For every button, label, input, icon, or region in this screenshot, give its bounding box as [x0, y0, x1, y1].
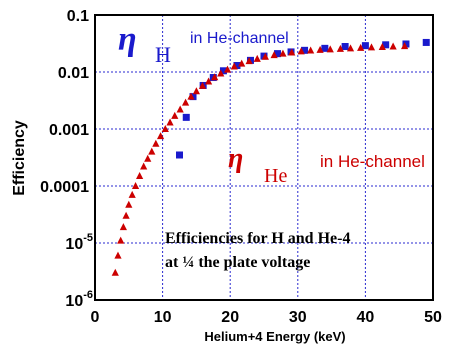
- data-point-square: [301, 46, 309, 54]
- x-tick-label: 30: [289, 309, 307, 326]
- data-point-triangle: [270, 51, 278, 59]
- data-point-triangle: [204, 77, 213, 85]
- data-point-triangle: [346, 44, 355, 52]
- y-tick-label: 10-6: [65, 289, 93, 310]
- data-point-triangle: [367, 43, 376, 51]
- data-point-triangle: [171, 111, 179, 119]
- data-point-square: [402, 40, 410, 48]
- x-tick-label: 40: [357, 309, 375, 326]
- data-point-square: [233, 62, 241, 70]
- x-tick-label: 20: [221, 309, 239, 326]
- eta-h-symbol: η: [118, 21, 137, 58]
- data-point-triangle: [238, 59, 246, 67]
- data-point-triangle: [119, 223, 127, 231]
- data-point-triangle: [192, 87, 200, 95]
- data-point-triangle: [357, 43, 365, 51]
- data-point-square: [382, 41, 390, 49]
- data-point-triangle: [223, 65, 232, 73]
- data-point-square: [341, 43, 349, 51]
- data-point-triangle: [140, 162, 148, 170]
- data-point-triangle: [152, 139, 160, 147]
- data-point-triangle: [128, 190, 136, 198]
- data-point-square: [361, 42, 369, 50]
- eta-h-label: in He-channel: [190, 30, 289, 47]
- data-point-triangle: [211, 73, 219, 81]
- data-point-triangle: [389, 42, 397, 50]
- data-point-triangle: [144, 154, 152, 162]
- data-point-triangle: [131, 182, 140, 189]
- x-tick-label: 0: [91, 309, 100, 326]
- data-point-triangle: [288, 48, 296, 56]
- data-point-triangle: [161, 125, 169, 132]
- data-point-triangle: [148, 147, 156, 155]
- x-tick-labels: 0 10 20 30 40 50: [91, 309, 442, 326]
- grid-lines: [95, 15, 433, 300]
- data-point-triangle: [326, 45, 334, 53]
- data-point-triangle: [253, 54, 261, 62]
- data-point-triangle: [217, 69, 225, 77]
- y-tick-label: 0.001: [49, 122, 89, 139]
- eta-he-label: in He-channel: [320, 152, 425, 171]
- y-tick-label: 0.0001: [40, 179, 89, 196]
- data-point-triangle: [166, 118, 174, 126]
- plot-frame: [94, 14, 434, 301]
- data-markers: [111, 38, 430, 276]
- data-point-square: [321, 44, 329, 52]
- data-point-triangle: [316, 45, 324, 53]
- y-tick-label: 0.01: [58, 65, 89, 82]
- data-point-square: [422, 38, 430, 46]
- data-point-triangle: [181, 98, 190, 106]
- data-point-triangle: [279, 49, 287, 57]
- data-point-triangle: [261, 52, 269, 60]
- y-axis-title: Efficiency: [11, 120, 28, 196]
- eta-h-subscript: H: [155, 42, 171, 67]
- eta-he-subscript: He: [264, 165, 287, 187]
- data-point-triangle: [187, 92, 195, 100]
- data-point-triangle: [401, 42, 409, 50]
- data-point-triangle: [136, 171, 144, 179]
- eta-he-symbol: η: [228, 143, 243, 174]
- data-point-square: [182, 113, 190, 121]
- x-axis-title: Helium+4 Energy (keV): [204, 329, 345, 344]
- chart-caption-line-1: Efficiencies for H and He-4: [165, 230, 350, 247]
- y-tick-label: 0.1: [67, 8, 89, 25]
- data-point-triangle: [297, 47, 305, 55]
- x-tick-label: 50: [424, 309, 442, 326]
- data-point-square: [176, 151, 183, 159]
- data-point-triangle: [111, 268, 119, 276]
- data-point-triangle: [378, 42, 386, 50]
- x-tick-label: 10: [154, 309, 172, 326]
- data-point-triangle: [117, 236, 125, 244]
- data-point-triangle: [125, 200, 133, 208]
- data-point-triangle: [245, 57, 253, 65]
- data-point-triangle: [176, 105, 184, 113]
- data-point-square: [274, 50, 282, 58]
- y-tick-labels: 0.1 0.01 0.001 0.0001 10-5 10-6: [40, 8, 93, 310]
- data-point-triangle: [336, 44, 344, 52]
- chart-caption-line-2: at ¼ the plate voltage: [165, 254, 310, 271]
- data-point-square: [219, 67, 227, 75]
- data-point-triangle: [307, 46, 315, 54]
- data-point-triangle: [198, 81, 207, 89]
- data-point-triangle: [122, 211, 130, 219]
- data-point-triangle: [156, 132, 165, 140]
- y-tick-label: 10-5: [65, 232, 93, 253]
- data-point-triangle: [114, 251, 122, 259]
- data-point-triangle: [230, 62, 238, 70]
